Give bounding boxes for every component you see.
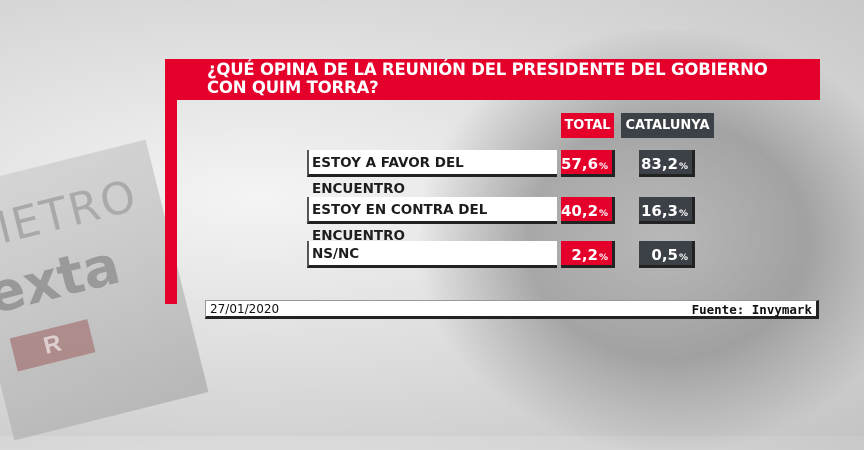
value-catalunya-number: 16,3 [640,202,678,220]
logo-badge: R [9,319,96,372]
percent-sign: % [678,253,688,263]
column-header-total: TOTAL [561,113,614,138]
accent-bar [165,59,177,304]
title-banner: ¿QUÉ OPINA DE LA REUNIÓN DEL PRESIDENTE … [177,59,820,100]
footer-date: 27/01/2020 [210,302,280,316]
background-photo [420,30,864,450]
percent-sign: % [678,162,688,172]
value-catalunya-number: 0,5 [651,246,678,264]
value-catalunya-number: 83,2 [640,155,678,173]
footer-source: Fuente: Invymark [691,302,812,317]
percent-sign: % [599,162,609,172]
value-total-number: 57,6 [561,155,599,173]
row-label: ESTOY EN CONTRA DEL ENCUENTRO [307,197,557,244]
percent-sign: % [598,253,608,263]
row-label: ESTOY A FAVOR DEL ENCUENTRO [307,150,557,197]
percent-sign: % [678,209,688,219]
value-total: 40,2% [561,197,615,224]
footer-bar: 27/01/2020 Fuente: Invymark [205,300,819,319]
percent-sign: % [599,209,609,219]
value-total: 2,2% [561,241,615,268]
value-total: 57,6% [561,150,615,177]
row-label: NS/NC [307,241,557,268]
value-catalunya: 0,5% [639,241,695,268]
column-header-catalunya: CATALUNYA [621,113,714,138]
value-catalunya: 83,2% [639,150,695,177]
value-total-number: 2,2 [571,246,598,264]
chart-title: ¿QUÉ OPINA DE LA REUNIÓN DEL PRESIDENTE … [207,60,768,97]
value-total-number: 40,2 [561,202,599,220]
poll-graphic: ¿QUÉ OPINA DE LA REUNIÓN DEL PRESIDENTE … [165,59,820,321]
value-catalunya: 16,3% [639,197,695,224]
